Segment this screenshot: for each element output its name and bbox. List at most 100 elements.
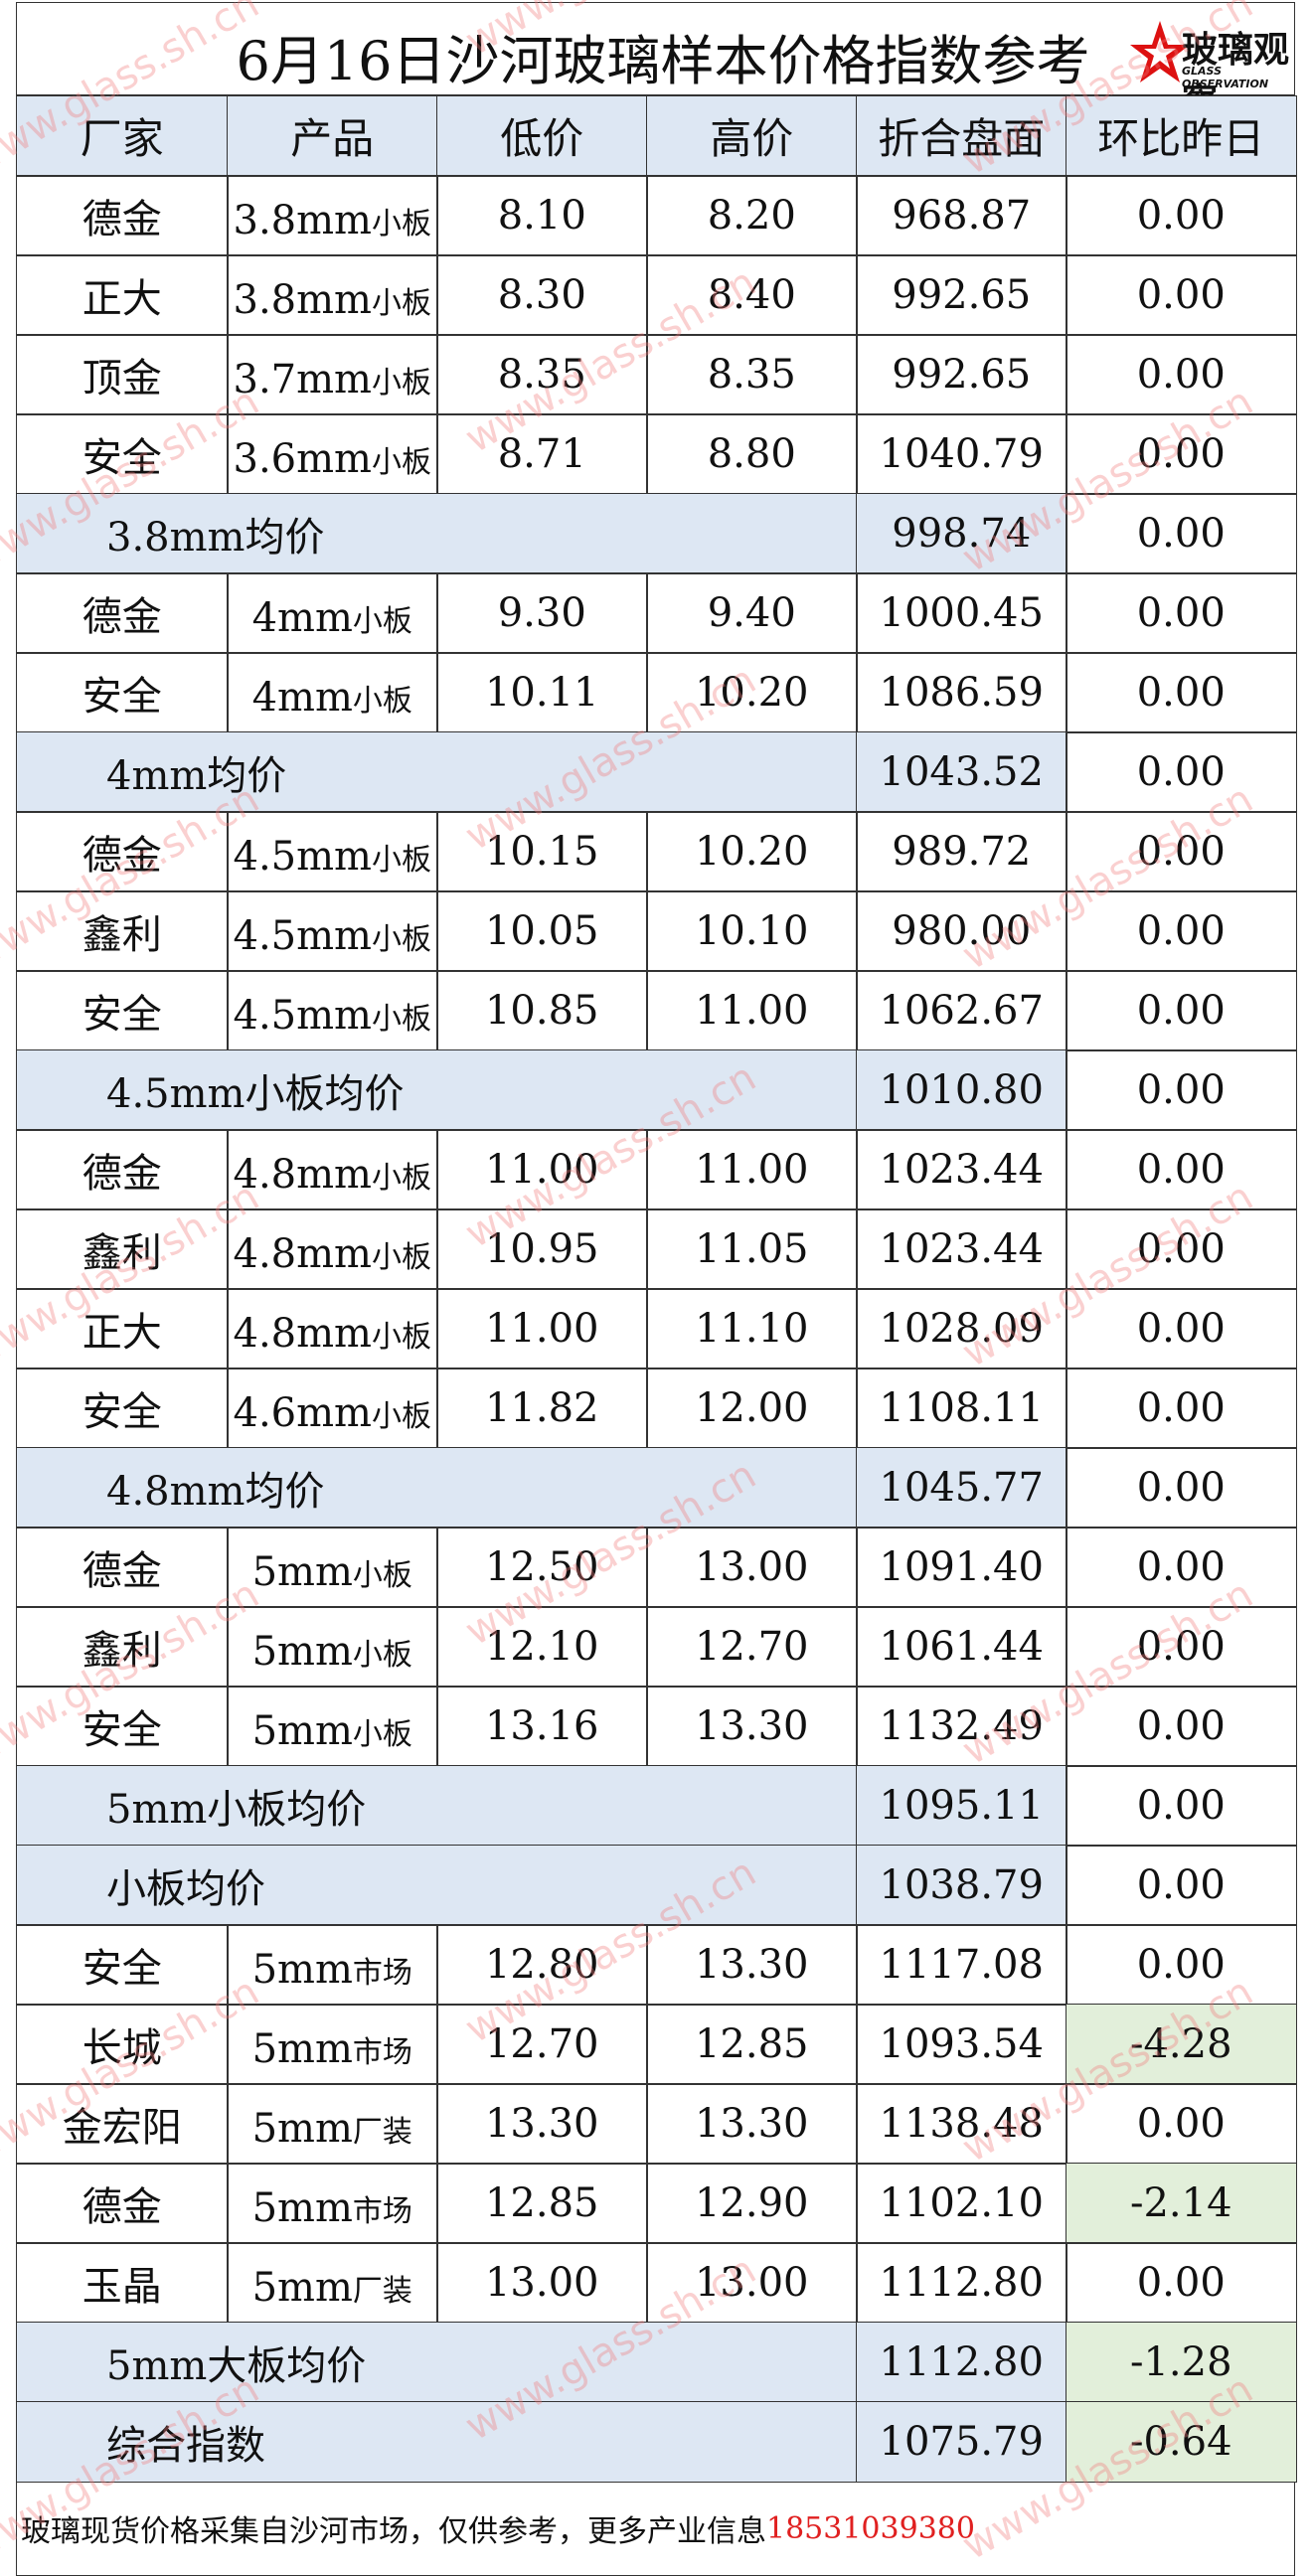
- product-kind: 小板: [371, 843, 431, 878]
- product-size: 5mm: [251, 2026, 353, 2072]
- high-price: 10.20: [646, 811, 858, 892]
- header-cell: 环比昨日: [1066, 95, 1297, 177]
- low-price: 10.85: [436, 970, 648, 1051]
- change: 0.00: [1066, 2083, 1297, 2165]
- product-kind: 小板: [371, 1161, 431, 1196]
- header-cell: 厂家: [16, 95, 229, 177]
- low-price: 8.35: [436, 334, 648, 415]
- index: 1028.09: [856, 1288, 1067, 1369]
- change: 0.00: [1066, 334, 1297, 415]
- product-size: 5mm: [251, 1947, 353, 1993]
- product-kind: 厂装: [352, 2274, 412, 2309]
- change: 0.00: [1066, 1606, 1297, 1688]
- title-bar: 6月16日沙河玻璃样本价格指数参考 玻璃观察 GLASS OBSERVATION: [16, 2, 1295, 122]
- logo: 玻璃观察 GLASS OBSERVATION: [1130, 19, 1309, 122]
- change: 0.00: [1066, 1288, 1297, 1369]
- high-price: 10.10: [646, 890, 858, 972]
- product: 5mm 市场: [227, 2004, 438, 2085]
- product-size: 4mm: [251, 595, 353, 641]
- product-size: 4.8mm: [233, 1231, 372, 1277]
- product: 3.8mm 小板: [227, 175, 438, 256]
- product-size: 5mm: [251, 1708, 353, 1754]
- index: 1091.40: [856, 1527, 1067, 1608]
- average-index: 1075.79: [856, 2401, 1067, 2483]
- product-size: 5mm: [251, 2106, 353, 2152]
- maker: 鑫利: [16, 1208, 229, 1290]
- product: 4.5mm 小板: [227, 811, 438, 892]
- low-price: 11.00: [436, 1129, 648, 1210]
- product-kind: 小板: [371, 286, 431, 321]
- product-kind: 市场: [352, 1956, 412, 1991]
- high-price: 11.00: [646, 970, 858, 1051]
- header-cell: 折合盘面: [856, 95, 1067, 177]
- product-size: 4.5mm: [233, 913, 372, 959]
- high-price: 12.00: [646, 1368, 858, 1449]
- product-size: 3.8mm: [233, 198, 372, 243]
- low-price: 12.70: [436, 2004, 648, 2085]
- change: 0.00: [1066, 175, 1297, 256]
- average-label: 综合指数: [16, 2401, 858, 2483]
- change: 0.00: [1066, 1208, 1297, 1290]
- change: 0.00: [1066, 1129, 1297, 1210]
- high-price: 12.90: [646, 2163, 858, 2244]
- product: 5mm 市场: [227, 1924, 438, 2006]
- product: 5mm 小板: [227, 1527, 438, 1608]
- product-kind: 小板: [352, 604, 412, 639]
- footer-phone: 18531039380: [766, 2510, 975, 2546]
- low-price: 12.80: [436, 1924, 648, 2006]
- product-kind: 小板: [371, 366, 431, 401]
- index: 1023.44: [856, 1208, 1067, 1290]
- change: 0.00: [1066, 413, 1297, 495]
- maker: 安全: [16, 1924, 229, 2006]
- high-price: 8.20: [646, 175, 858, 256]
- product-size: 5mm: [251, 2265, 353, 2311]
- index: 1086.59: [856, 652, 1067, 733]
- average-index: 1095.11: [856, 1765, 1067, 1847]
- index: 992.65: [856, 334, 1067, 415]
- average-index: 1045.77: [856, 1447, 1067, 1529]
- high-price: 13.00: [646, 1527, 858, 1608]
- low-price: 9.30: [436, 572, 648, 654]
- index: 1112.80: [856, 2242, 1067, 2324]
- product: 4.8mm 小板: [227, 1288, 438, 1369]
- product-size: 5mm: [251, 1549, 353, 1595]
- logo-subtitle: GLASS OBSERVATION: [1182, 65, 1269, 90]
- product-size: 4.5mm: [233, 993, 372, 1039]
- average-index: 1038.79: [856, 1845, 1067, 1926]
- product-kind: 小板: [352, 1717, 412, 1752]
- maker: 顶金: [16, 334, 229, 415]
- maker: 安全: [16, 970, 229, 1051]
- index: 968.87: [856, 175, 1067, 256]
- maker: 正大: [16, 254, 229, 336]
- product: 4.8mm 小板: [227, 1208, 438, 1290]
- average-label: 小板均价: [16, 1845, 858, 1926]
- product-size: 3.8mm: [233, 277, 372, 323]
- average-label: 4.8mm均价: [16, 1447, 858, 1529]
- header-cell: 产品: [227, 95, 438, 177]
- index: 1061.44: [856, 1606, 1067, 1688]
- low-price: 10.95: [436, 1208, 648, 1290]
- index: 1093.54: [856, 2004, 1067, 2085]
- product: 4mm 小板: [227, 652, 438, 733]
- logo-star: [1130, 21, 1190, 82]
- index: 1040.79: [856, 413, 1067, 495]
- maker: 德金: [16, 1129, 229, 1210]
- product: 5mm 小板: [227, 1686, 438, 1767]
- product-size: 3.6mm: [233, 436, 372, 482]
- low-price: 8.71: [436, 413, 648, 495]
- maker: 德金: [16, 572, 229, 654]
- high-price: 12.85: [646, 2004, 858, 2085]
- index: 1000.45: [856, 572, 1067, 654]
- high-price: 12.70: [646, 1606, 858, 1688]
- low-price: 8.10: [436, 175, 648, 256]
- low-price: 12.50: [436, 1527, 648, 1608]
- change: 0.00: [1066, 970, 1297, 1051]
- low-price: 13.16: [436, 1686, 648, 1767]
- maker: 正大: [16, 1288, 229, 1369]
- change: 0.00: [1066, 1686, 1297, 1767]
- product-size: 5mm: [251, 1629, 353, 1675]
- change: -2.14: [1066, 2163, 1297, 2244]
- low-price: 13.00: [436, 2242, 648, 2324]
- average-label: 4mm均价: [16, 731, 858, 813]
